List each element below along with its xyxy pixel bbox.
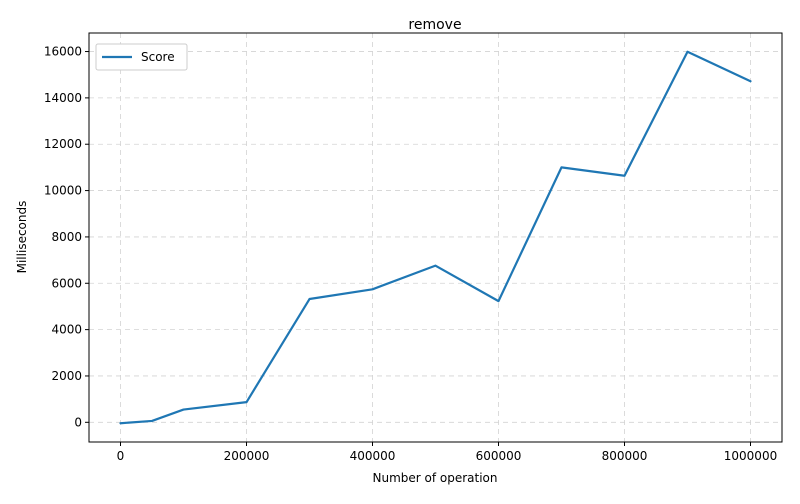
chart-title: remove bbox=[408, 17, 461, 33]
y-axis-label: Milliseconds bbox=[15, 201, 29, 274]
y-tick-label: 0 bbox=[74, 415, 82, 429]
y-tick-label: 10000 bbox=[44, 184, 82, 198]
x-tick-label: 600000 bbox=[476, 449, 522, 463]
y-tick-label: 4000 bbox=[51, 323, 82, 337]
y-tick-label: 14000 bbox=[44, 91, 82, 105]
x-tick-label: 400000 bbox=[350, 449, 396, 463]
legend: Score bbox=[96, 44, 187, 70]
y-tick-label: 6000 bbox=[51, 276, 82, 290]
y-tick-label: 8000 bbox=[51, 230, 82, 244]
x-tick-label: 1000000 bbox=[724, 449, 777, 463]
y-tick-label: 12000 bbox=[44, 137, 82, 151]
y-tick-label: 16000 bbox=[44, 45, 82, 59]
x-tick-label: 800000 bbox=[602, 449, 648, 463]
x-axis-label: Number of operation bbox=[372, 471, 497, 485]
y-tick-label: 2000 bbox=[51, 369, 82, 383]
legend-label-score: Score bbox=[141, 50, 175, 64]
x-tick-label: 0 bbox=[117, 449, 125, 463]
x-tick-label: 200000 bbox=[224, 449, 270, 463]
